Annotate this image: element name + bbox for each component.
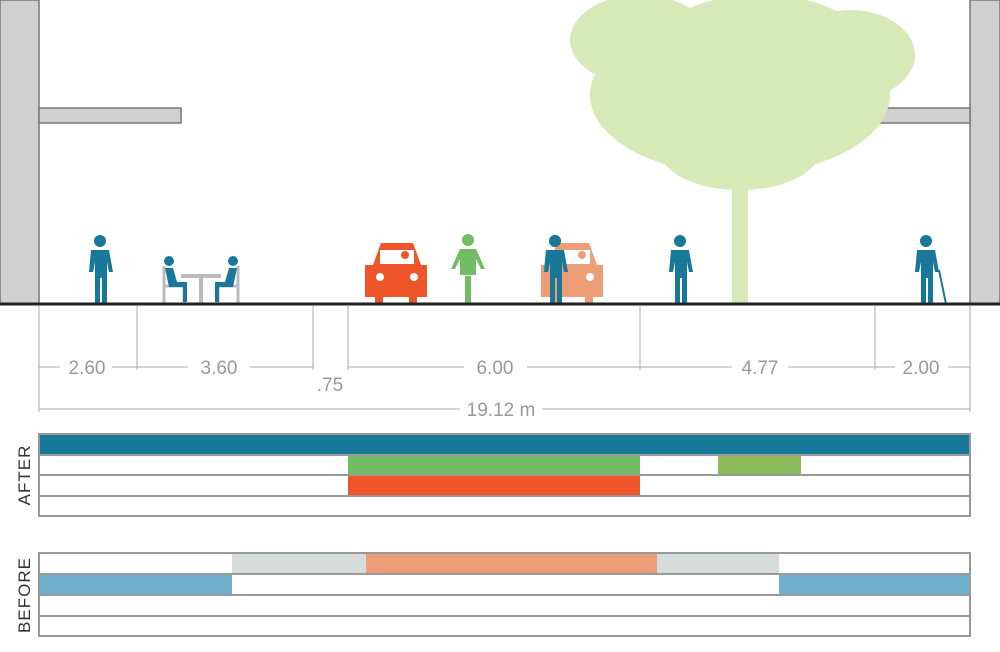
right-building [969, 0, 1000, 305]
pedestrian-icon [89, 235, 113, 304]
dimension-label: 2.60 [69, 358, 106, 379]
cafe-seating-icon [162, 256, 240, 304]
pedestrian-icon [669, 235, 693, 304]
left-awning [38, 107, 182, 124]
tree-icon [570, 0, 915, 304]
before-label: BEFORE [15, 557, 34, 633]
after-panel [38, 433, 971, 517]
cyclist-icon [451, 234, 485, 304]
pedestrian-with-cane-icon [915, 235, 947, 305]
dimension-label: .75 [317, 375, 343, 396]
dimension-label: 3.60 [201, 358, 238, 379]
dimension-label: 2.00 [903, 358, 940, 379]
dimension-lines [38, 306, 971, 412]
car-icon [365, 243, 427, 304]
before-panel [38, 552, 971, 637]
dimension-label: 6.00 [477, 358, 514, 379]
pedestrian-icon [544, 235, 568, 304]
dimension-label: 4.77 [742, 358, 779, 379]
after-label: AFTER [15, 445, 34, 506]
total-width-label: 19.12 m [467, 400, 536, 421]
left-building [0, 0, 40, 305]
